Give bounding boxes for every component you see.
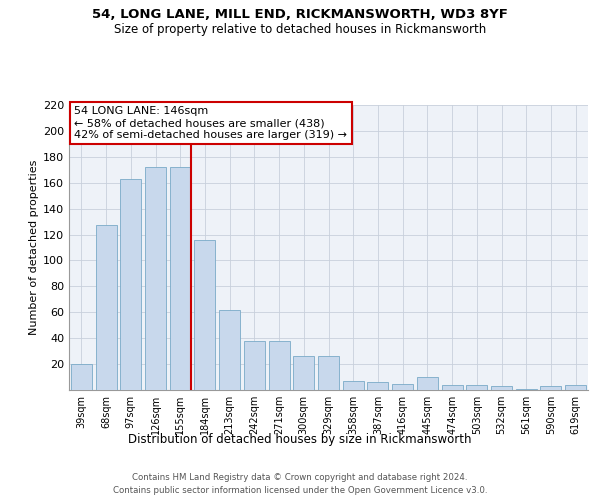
Bar [219,310,240,390]
Bar [120,179,141,390]
Text: Distribution of detached houses by size in Rickmansworth: Distribution of detached houses by size … [128,432,472,446]
Bar [417,377,438,390]
Bar [367,382,388,390]
Text: Contains public sector information licensed under the Open Government Licence v3: Contains public sector information licen… [113,486,487,495]
Bar [491,386,512,390]
Bar [516,388,537,390]
Bar [442,385,463,390]
Bar [145,167,166,390]
Bar [244,341,265,390]
Bar [71,364,92,390]
Text: 54 LONG LANE: 146sqm
← 58% of detached houses are smaller (438)
42% of semi-deta: 54 LONG LANE: 146sqm ← 58% of detached h… [74,106,347,140]
Bar [392,384,413,390]
Bar [541,386,562,390]
Bar [194,240,215,390]
Bar [95,226,116,390]
Y-axis label: Number of detached properties: Number of detached properties [29,160,39,335]
Text: Size of property relative to detached houses in Rickmansworth: Size of property relative to detached ho… [114,22,486,36]
Bar [565,385,586,390]
Bar [293,356,314,390]
Bar [343,381,364,390]
Bar [170,167,191,390]
Bar [269,341,290,390]
Bar [466,385,487,390]
Text: 54, LONG LANE, MILL END, RICKMANSWORTH, WD3 8YF: 54, LONG LANE, MILL END, RICKMANSWORTH, … [92,8,508,20]
Text: Contains HM Land Registry data © Crown copyright and database right 2024.: Contains HM Land Registry data © Crown c… [132,472,468,482]
Bar [318,356,339,390]
